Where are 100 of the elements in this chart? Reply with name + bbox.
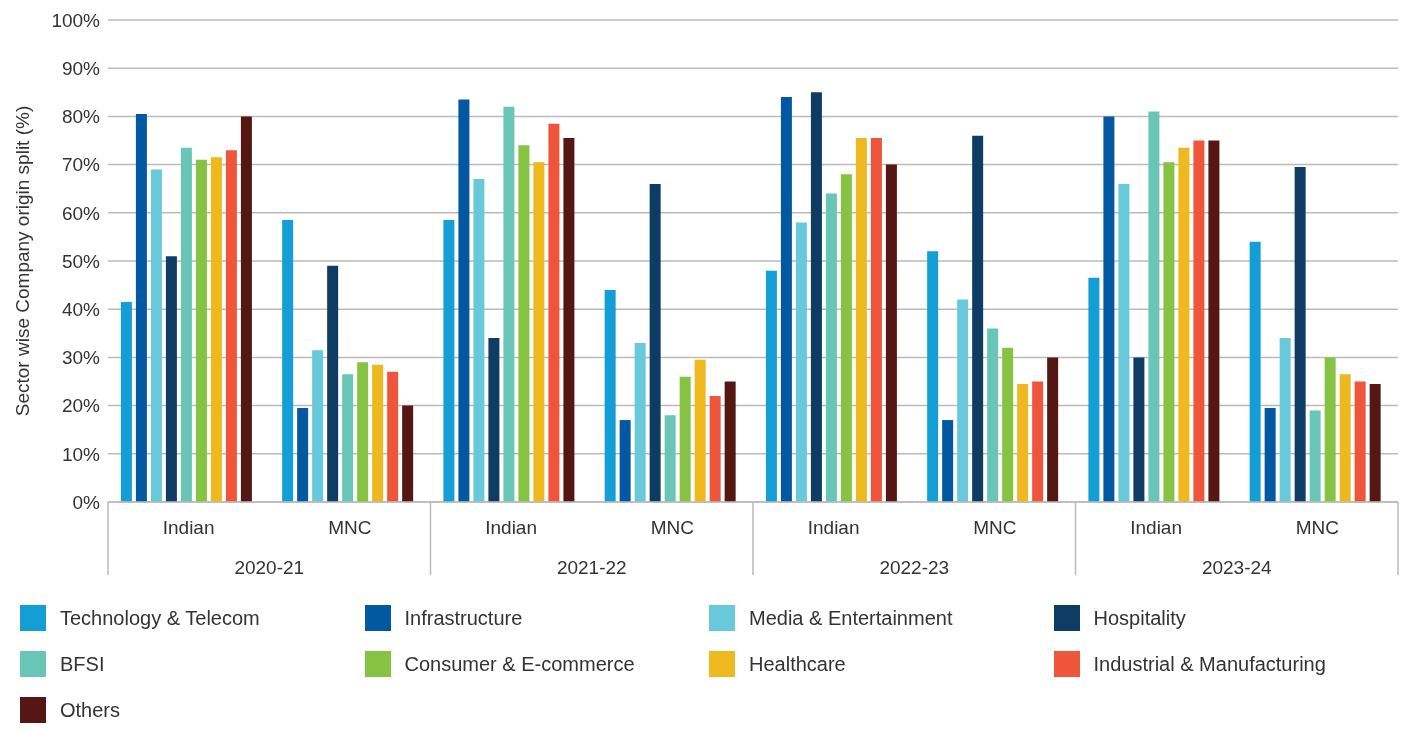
x-tick-label: Indian <box>162 517 215 538</box>
text: 2021-22 <box>556 557 627 578</box>
y-tick-label: 80% <box>61 106 101 128</box>
bar <box>503 106 515 502</box>
x-tick-label: Indian <box>807 517 860 538</box>
x-tick-label: MNC <box>650 517 695 538</box>
bar <box>1047 357 1059 502</box>
bar <box>1017 383 1029 502</box>
bar <box>312 350 324 502</box>
bar <box>282 220 294 502</box>
legend-label: Media & Entertainment <box>749 606 953 630</box>
bar <box>1369 383 1381 502</box>
bar <box>1309 410 1321 502</box>
bar <box>604 289 616 502</box>
text: 2020-21 <box>234 557 305 578</box>
bar <box>619 420 631 502</box>
bar <box>473 179 485 502</box>
x-tick-label: Indian <box>485 517 538 538</box>
bar <box>1002 347 1014 502</box>
bar <box>342 374 354 502</box>
bar <box>210 157 222 502</box>
bar <box>357 362 369 502</box>
bar <box>518 145 530 502</box>
bar <box>942 420 954 502</box>
bar <box>972 135 984 502</box>
bar <box>634 342 646 502</box>
bar <box>1208 140 1220 502</box>
legend-label: Others <box>60 698 121 722</box>
bar <box>679 376 691 502</box>
bar <box>150 169 162 502</box>
bar <box>1294 167 1306 502</box>
bar <box>120 301 132 502</box>
legend-label: Healthcare <box>749 652 846 676</box>
bar <box>780 97 792 502</box>
bar <box>870 138 882 502</box>
bar <box>694 359 706 502</box>
bar <box>372 364 384 502</box>
bar <box>1148 111 1160 502</box>
bar <box>180 147 192 502</box>
bar <box>664 415 676 502</box>
bar <box>1193 140 1205 502</box>
bar <box>1264 408 1276 502</box>
bar <box>533 162 545 502</box>
bar <box>488 338 500 502</box>
bar <box>327 265 339 502</box>
bar <box>1324 357 1336 502</box>
bar <box>135 113 147 502</box>
bar <box>240 116 252 502</box>
bar <box>1249 241 1261 502</box>
legend-label: BFSI <box>60 652 105 676</box>
x-tick-label: Indian <box>1130 517 1183 538</box>
y-tick-label: 0% <box>72 491 101 513</box>
bar <box>563 138 575 502</box>
x-tick-label: MNC <box>973 517 1017 538</box>
y-tick-label: 10% <box>61 443 101 465</box>
bar <box>1133 357 1145 502</box>
bar <box>225 150 237 502</box>
bar <box>885 164 897 502</box>
y-tick-label: 30% <box>61 347 101 369</box>
y-tick-label: 70% <box>61 154 101 176</box>
bar <box>387 371 399 502</box>
y-tick-label: 20% <box>61 395 101 417</box>
bar <box>724 381 736 502</box>
x-tick-label: MNC <box>328 517 372 538</box>
y-tick-label: 60% <box>61 202 101 224</box>
bar <box>1118 183 1130 502</box>
x-tick-label: MNC <box>1295 517 1340 538</box>
bar <box>957 299 969 502</box>
bar <box>1103 116 1115 502</box>
y-tick-label: 50% <box>61 250 101 272</box>
text: 2023-24 <box>1201 557 1273 578</box>
bar <box>1163 162 1175 502</box>
bar <box>1354 381 1366 502</box>
bar <box>1339 374 1351 502</box>
legend-label: Industrial & Manufacturing <box>1093 652 1326 676</box>
legend-label: Technology & Telecom <box>60 606 260 630</box>
bar <box>709 395 721 502</box>
bar <box>458 99 470 502</box>
y-tick-label: 40% <box>61 298 101 320</box>
bar <box>402 405 414 502</box>
bar <box>1279 338 1291 502</box>
bar <box>195 159 207 502</box>
bar <box>855 138 867 502</box>
y-axis-title: Sector wise Company origin split (%) <box>11 105 33 417</box>
bar <box>810 92 822 502</box>
y-tick-label: 90% <box>61 57 101 79</box>
legend-label: Infrastructure <box>404 606 523 630</box>
bar <box>987 328 999 502</box>
bar <box>927 251 939 502</box>
bar <box>795 222 807 502</box>
bar <box>825 193 837 502</box>
bar <box>443 220 455 502</box>
text: 2022-23 <box>879 557 950 578</box>
bar <box>297 408 309 502</box>
bar <box>840 174 852 502</box>
bar <box>165 256 177 502</box>
y-tick-label: 100% <box>51 9 101 31</box>
legend-label: Consumer & E-commerce <box>404 652 635 676</box>
bar <box>548 123 560 502</box>
bar <box>1178 147 1190 502</box>
